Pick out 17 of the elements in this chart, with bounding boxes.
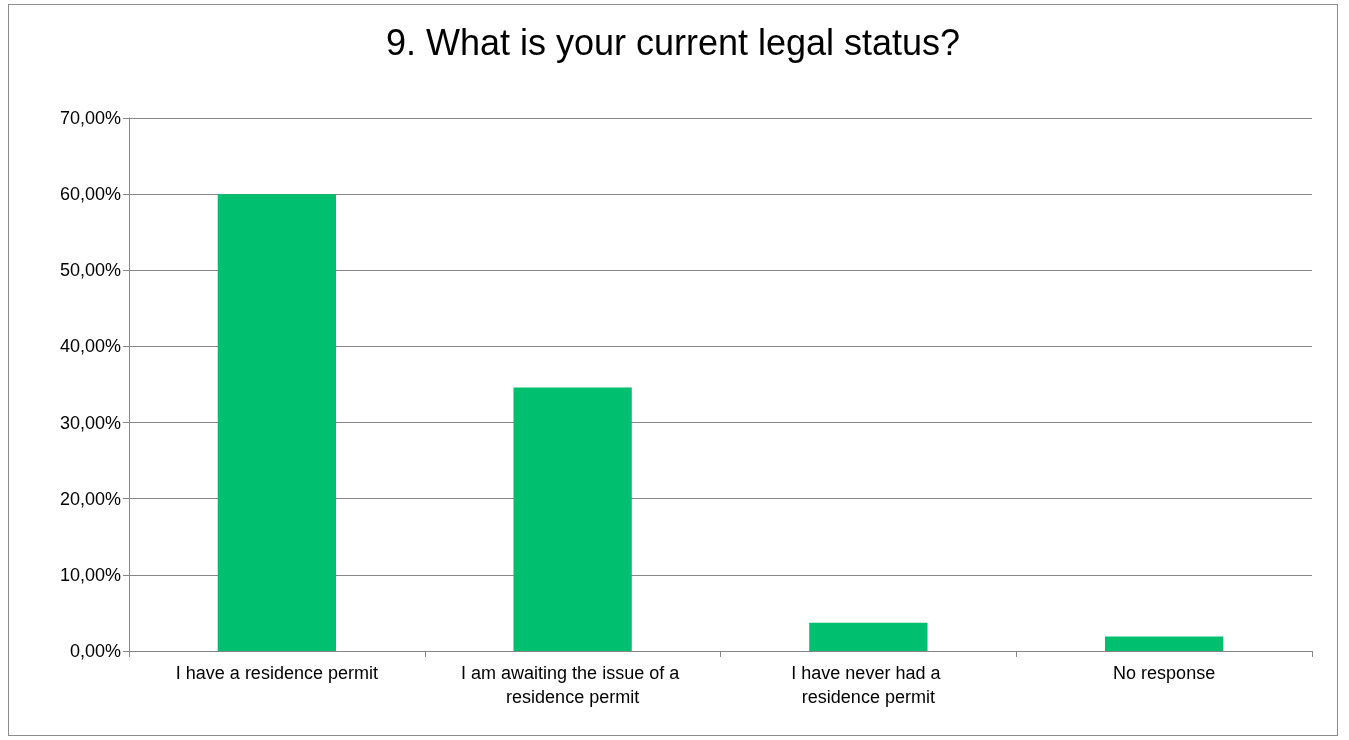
y-tick-label: 0,00% <box>69 641 121 661</box>
y-tick-label: 60,00% <box>59 184 121 205</box>
y-tick-label: 10,00% <box>59 564 121 585</box>
bar <box>809 622 928 651</box>
bar <box>1104 636 1224 651</box>
y-tick-label: 30,00% <box>59 412 121 433</box>
x-tick-label: I have never had a residence permit <box>791 663 946 707</box>
bar <box>217 194 337 651</box>
x-tick-label: No response <box>1113 663 1216 683</box>
y-tick-label: 20,00% <box>59 488 121 509</box>
y-tick-label: 50,00% <box>59 260 121 281</box>
y-tick-label: 40,00% <box>59 336 121 357</box>
y-tick-label: 70,00% <box>59 108 121 128</box>
x-tick-label: I am awaiting the issue of a residence permit <box>461 663 685 707</box>
bar <box>513 387 632 651</box>
chart-title: 9. What is your current legal status? <box>385 21 961 63</box>
x-tick-label: I have a residence permit <box>175 663 378 683</box>
